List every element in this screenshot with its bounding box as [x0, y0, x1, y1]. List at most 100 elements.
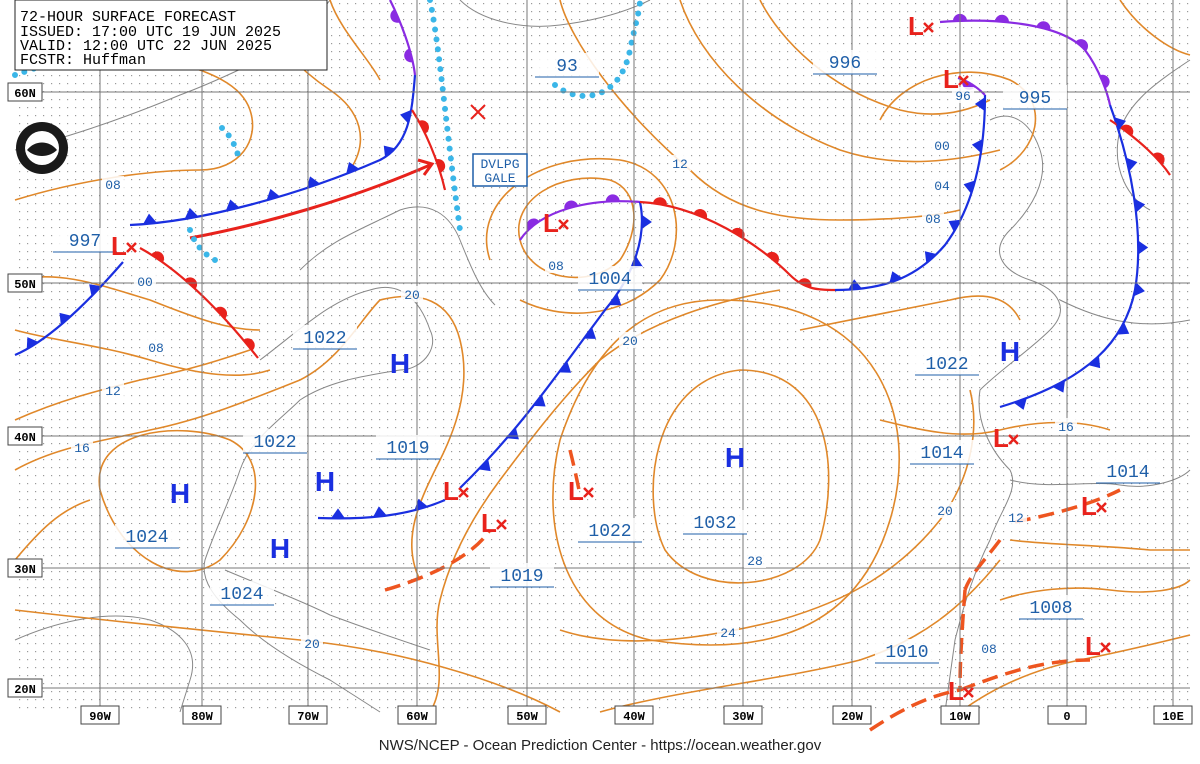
front-semicircle [526, 218, 540, 230]
header-box [14, 0, 328, 71]
front-triangle [924, 251, 937, 264]
cold-front-symbol [1114, 117, 1126, 131]
cold-front-symbol [478, 459, 491, 472]
front-triangle [641, 214, 652, 229]
pressure-label-bg [53, 228, 117, 252]
front-triangle [225, 199, 240, 211]
front-triangle [948, 219, 961, 233]
front-triangle [1117, 322, 1130, 335]
latitude-label: 50N [14, 278, 36, 292]
low-center: L [543, 208, 559, 238]
occl-front-symbol [526, 218, 540, 230]
pressure-label-bg [578, 518, 642, 542]
isobar-label: 96 [955, 89, 971, 104]
low-center-x [958, 75, 969, 86]
isobar-label: 04 [934, 179, 950, 194]
pressure-label: 1010 [885, 643, 928, 663]
cold-front-symbol [1133, 282, 1145, 297]
pressure-label: 997 [69, 232, 101, 252]
high-center: H [390, 348, 410, 379]
warm-front-symbol [243, 338, 255, 351]
low-center-x [558, 219, 569, 230]
occl-front [519, 200, 641, 241]
low-center: L [568, 476, 584, 506]
isobar-label: 08 [548, 259, 564, 274]
pressure-label-bg [910, 440, 974, 464]
cold-front-symbol [1126, 157, 1138, 172]
pressure-label-bg [813, 50, 877, 74]
cold-front-symbol [400, 109, 412, 124]
front-triangle [971, 139, 983, 153]
isobar-label: 16 [74, 441, 90, 456]
pressure-label: 1014 [920, 444, 963, 464]
low-center-x [1100, 642, 1111, 653]
front-triangle [609, 293, 622, 306]
front-semicircle [1099, 74, 1110, 89]
annotation-line: DVLPG [480, 157, 519, 172]
longitude-label: 90W [89, 710, 111, 724]
cold-front-symbol [89, 284, 102, 297]
front-triangle [184, 207, 199, 220]
pressure-label-bg [683, 510, 747, 534]
isobar-label: 08 [981, 642, 997, 657]
front-semicircle [435, 159, 446, 173]
front-semicircle [1036, 21, 1051, 31]
annotation-line: GALE [484, 171, 515, 186]
isobar-label: 20 [404, 288, 420, 303]
front-triangle [400, 109, 412, 124]
pressure-label-bg [1096, 459, 1160, 483]
longitude-label-box [614, 705, 654, 725]
isobar-label: 12 [1008, 511, 1024, 526]
pressure-label: 1024 [220, 585, 263, 605]
isobar-label: 08 [148, 341, 164, 356]
cold-front-symbol [59, 312, 72, 325]
low-center: L [908, 11, 924, 41]
pressure-label: 1022 [925, 355, 968, 375]
front-semicircle [652, 197, 667, 206]
pressure-label-bg [293, 325, 357, 349]
cold-front-symbol [1052, 380, 1065, 393]
warm-front-symbol [766, 251, 780, 264]
longitude-label-box [397, 705, 437, 725]
front-triangle [1088, 356, 1101, 369]
high-center: H [315, 466, 335, 497]
cold-front-symbol [583, 327, 597, 339]
warm-front-symbol [652, 197, 667, 206]
front-triangle [372, 506, 387, 518]
front-triangle [889, 271, 903, 284]
isobar-label-bg [619, 332, 641, 348]
warm-front-symbol [151, 251, 165, 263]
front-triangle [89, 284, 102, 297]
longitude-label: 0 [1063, 710, 1070, 724]
low-center-x [583, 487, 594, 498]
isobar-label: 12 [672, 157, 688, 172]
front-semicircle [731, 227, 745, 239]
latitude-label: 30N [14, 563, 36, 577]
pressure-label-bg [376, 435, 440, 459]
pressure-label: 93 [556, 57, 578, 77]
low-center-x [1008, 434, 1019, 445]
pressure-label-bg [1003, 85, 1067, 109]
isobar-label-bg [978, 640, 1000, 656]
front-semicircle [215, 306, 228, 319]
longitude-label: 80W [191, 710, 213, 724]
front-triangle [1138, 240, 1149, 255]
longitude-label-box [832, 705, 872, 725]
isobar-label: 20 [937, 504, 953, 519]
cold-front-symbol [533, 394, 546, 407]
longitude-label: 20W [841, 710, 863, 724]
low-center: L [993, 423, 1009, 453]
cold-front-symbol [641, 214, 652, 229]
cold-front-symbol [974, 97, 986, 112]
warm-front [139, 247, 259, 359]
cold-front-symbol [848, 279, 862, 290]
pressure-label-bg [535, 53, 599, 77]
isobar-label-bg [545, 257, 567, 273]
front-semicircle [564, 200, 579, 210]
latitude-label: 60N [14, 87, 36, 101]
cold-front-symbol [1138, 240, 1149, 255]
occl-front [939, 19, 1112, 106]
noaa-logo [16, 122, 68, 174]
occl-front-symbol [404, 48, 413, 63]
